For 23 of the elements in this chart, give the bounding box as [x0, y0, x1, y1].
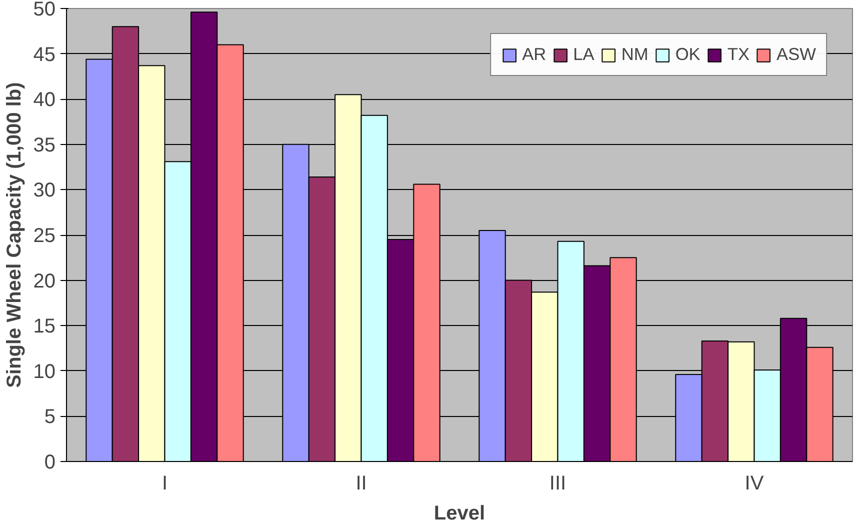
y-tick-label: 20: [33, 270, 56, 292]
legend-label: AR: [522, 44, 546, 65]
y-tick-label: 35: [33, 134, 56, 156]
y-tick-label: 25: [33, 225, 56, 247]
legend-label: ASW: [776, 44, 816, 65]
legend-label: TX: [727, 44, 750, 65]
legend-label: NM: [621, 44, 648, 65]
y-tick-label: 5: [44, 406, 56, 428]
y-tick-label: 30: [33, 180, 56, 202]
y-tick-label: 50: [33, 0, 56, 20]
x-tick-label: IV: [744, 472, 764, 494]
y-tick-label: 40: [33, 89, 56, 112]
legend-label: OK: [675, 44, 700, 65]
x-tick-label: III: [549, 472, 566, 494]
x-axis-title: Level: [434, 502, 486, 524]
legend-label: LA: [573, 44, 594, 65]
x-tick-label: II: [356, 472, 367, 494]
y-tick-label: 10: [33, 360, 56, 383]
y-tick-label: 0: [44, 452, 56, 474]
y-axis-title: Single Wheel Capacity (1,000 lb): [3, 82, 26, 388]
x-tick-label: I: [162, 472, 168, 494]
y-tick-label: 45: [33, 44, 56, 66]
y-tick-label: 15: [33, 316, 56, 338]
